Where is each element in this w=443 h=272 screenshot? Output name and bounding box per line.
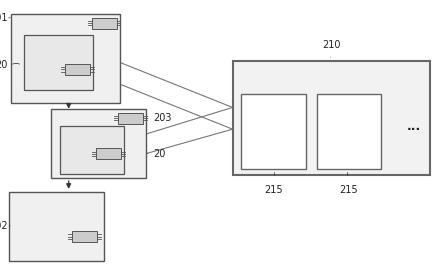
Bar <box>72 231 97 242</box>
Text: 201: 201 <box>0 13 8 23</box>
Text: ...: ... <box>407 120 421 133</box>
Bar <box>60 126 124 174</box>
Text: 203: 203 <box>153 113 171 123</box>
Text: 202: 202 <box>0 221 8 231</box>
Bar <box>317 94 381 169</box>
Bar <box>51 109 146 178</box>
Bar <box>118 113 143 124</box>
Bar <box>65 64 90 75</box>
Bar <box>233 61 430 175</box>
Text: 215: 215 <box>339 185 358 195</box>
Text: 210: 210 <box>322 40 341 50</box>
Bar <box>11 14 120 103</box>
Bar <box>241 94 306 169</box>
Text: 20: 20 <box>0 60 8 70</box>
Bar <box>24 35 93 90</box>
Bar <box>9 192 104 261</box>
Bar <box>92 18 117 29</box>
Text: 20: 20 <box>153 149 165 159</box>
Text: 215: 215 <box>264 185 283 195</box>
Bar <box>96 148 121 159</box>
